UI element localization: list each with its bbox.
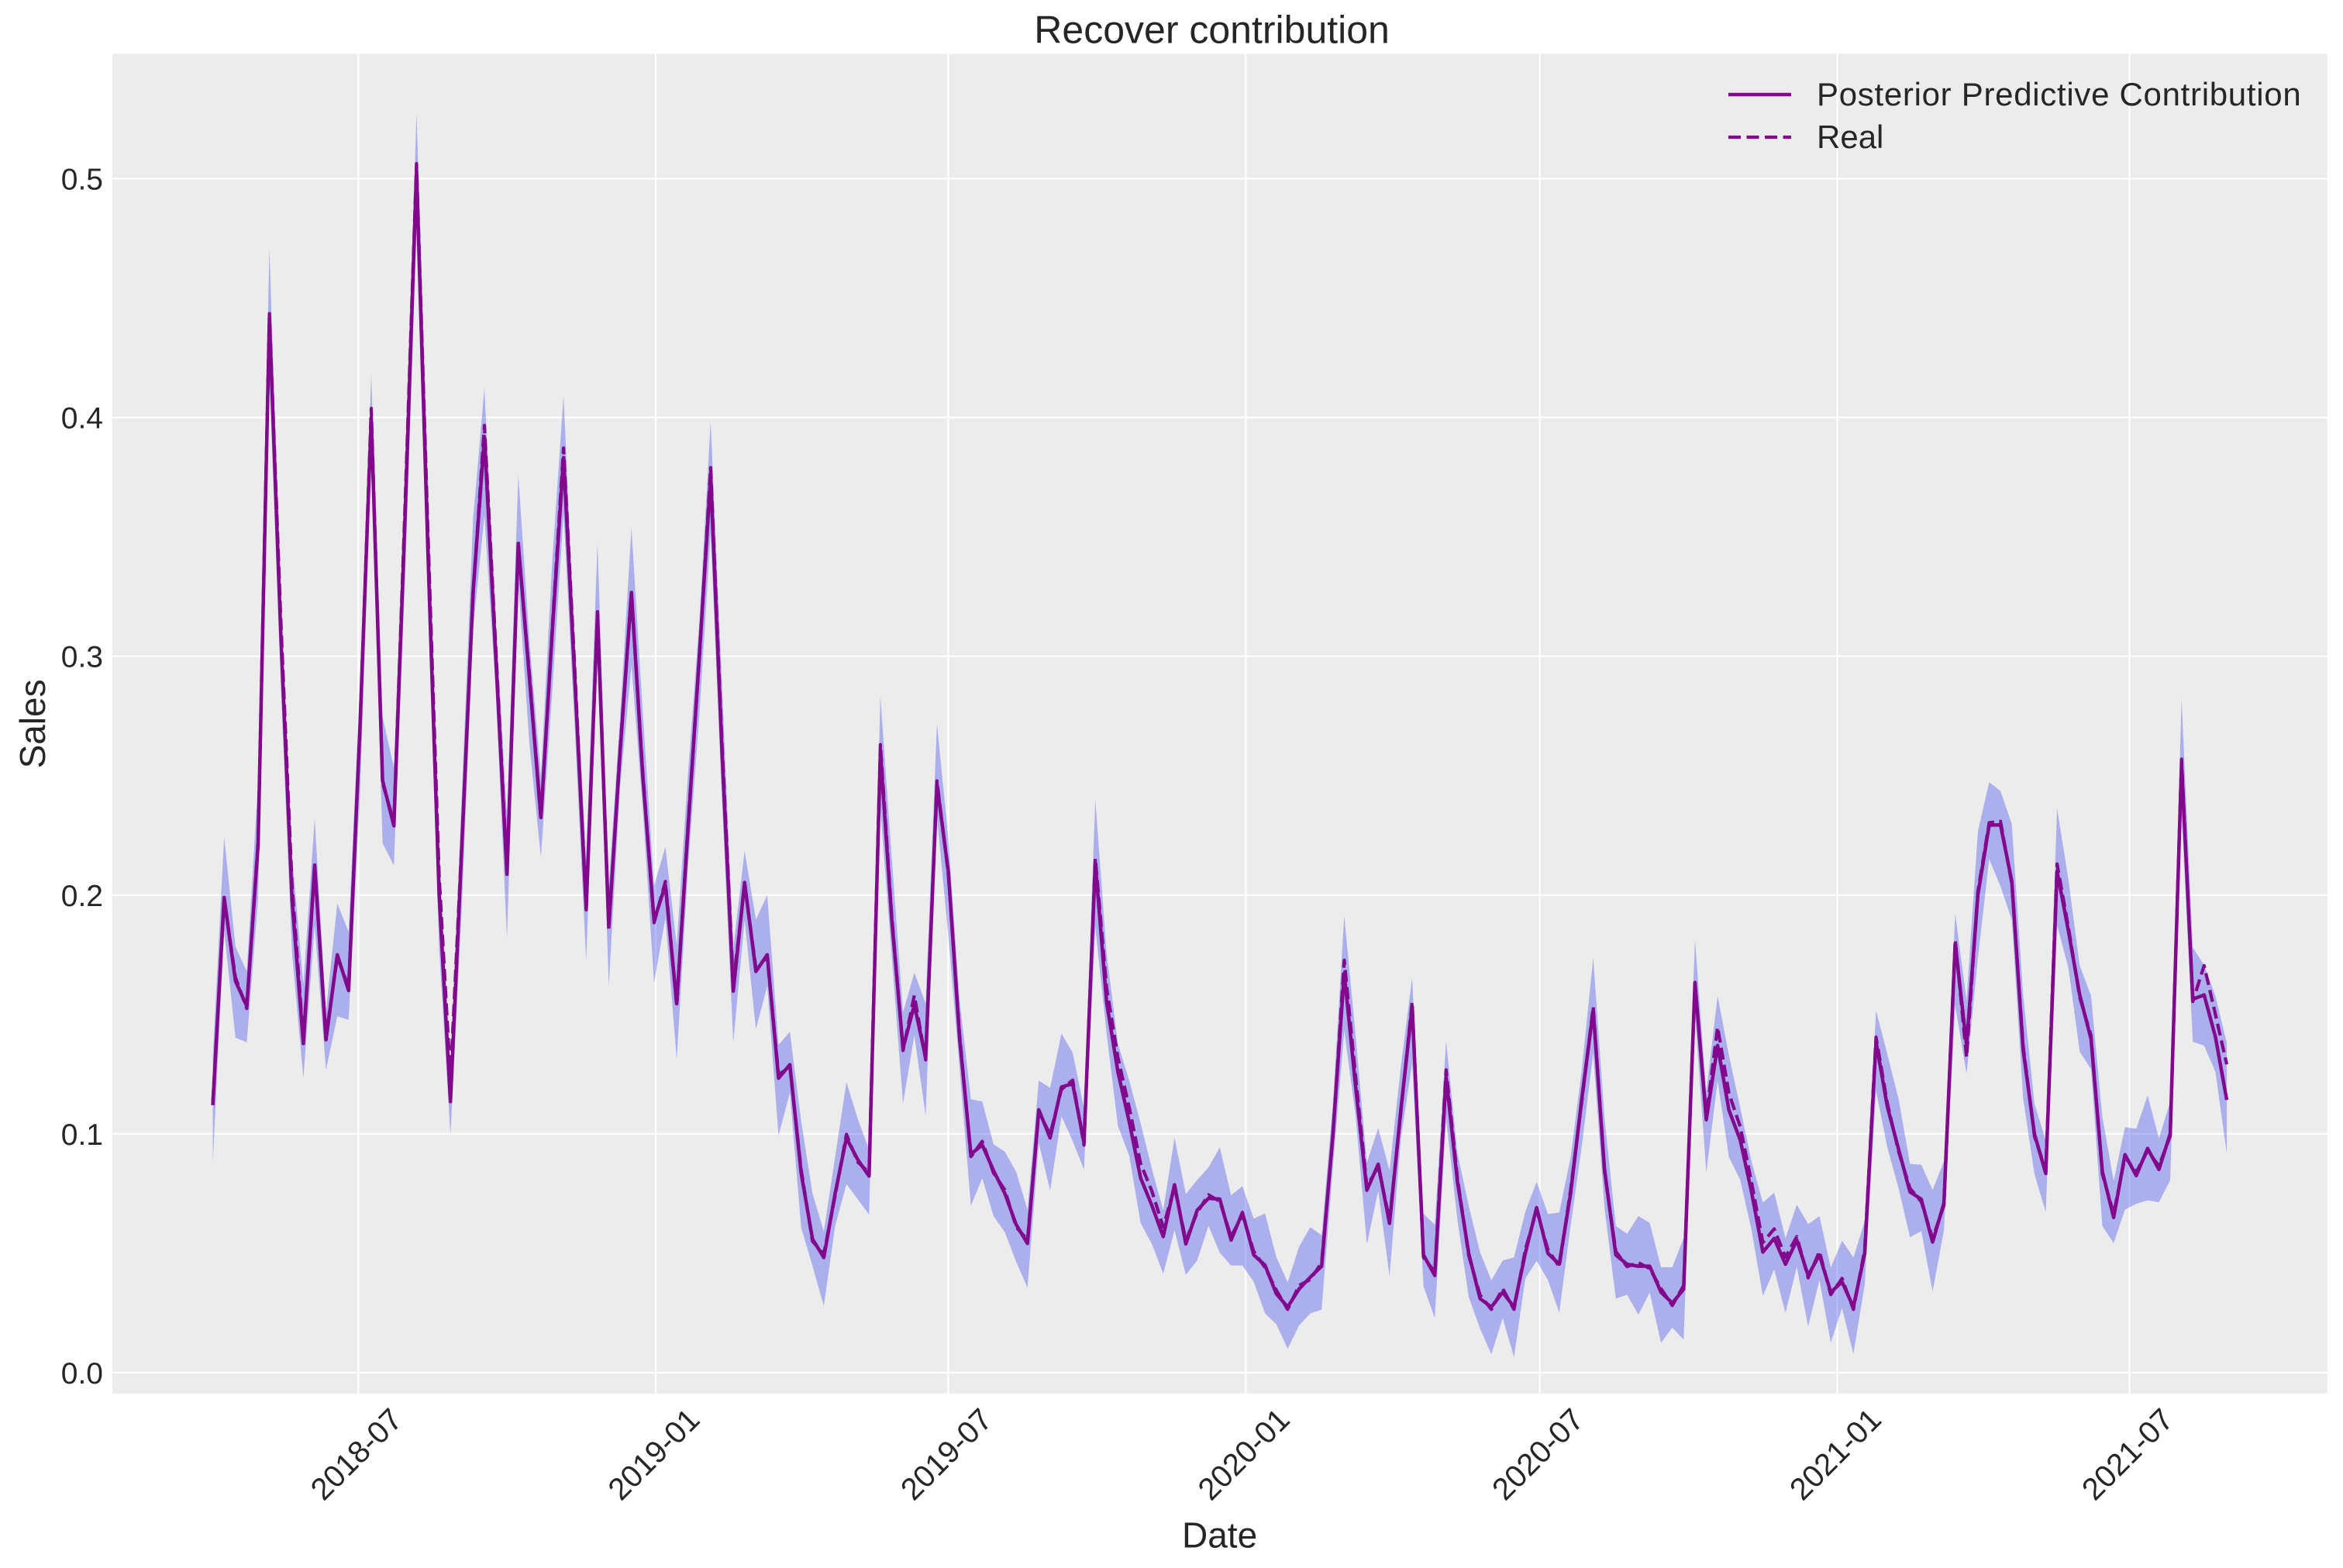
svg-text:0.2: 0.2 [61,880,103,913]
svg-text:0.3: 0.3 [61,641,103,674]
svg-text:Sales: Sales [12,679,53,768]
svg-text:Posterior Predictive Contribut: Posterior Predictive Contribution [1817,76,2301,112]
svg-text:Real: Real [1817,119,1883,155]
svg-text:0.1: 0.1 [61,1118,103,1152]
svg-text:0.5: 0.5 [61,164,103,197]
svg-text:Date: Date [1182,1515,1257,1556]
svg-text:0.4: 0.4 [61,402,103,436]
svg-text:0.0: 0.0 [61,1357,103,1391]
svg-text:Recover contribution: Recover contribution [1034,8,1390,51]
